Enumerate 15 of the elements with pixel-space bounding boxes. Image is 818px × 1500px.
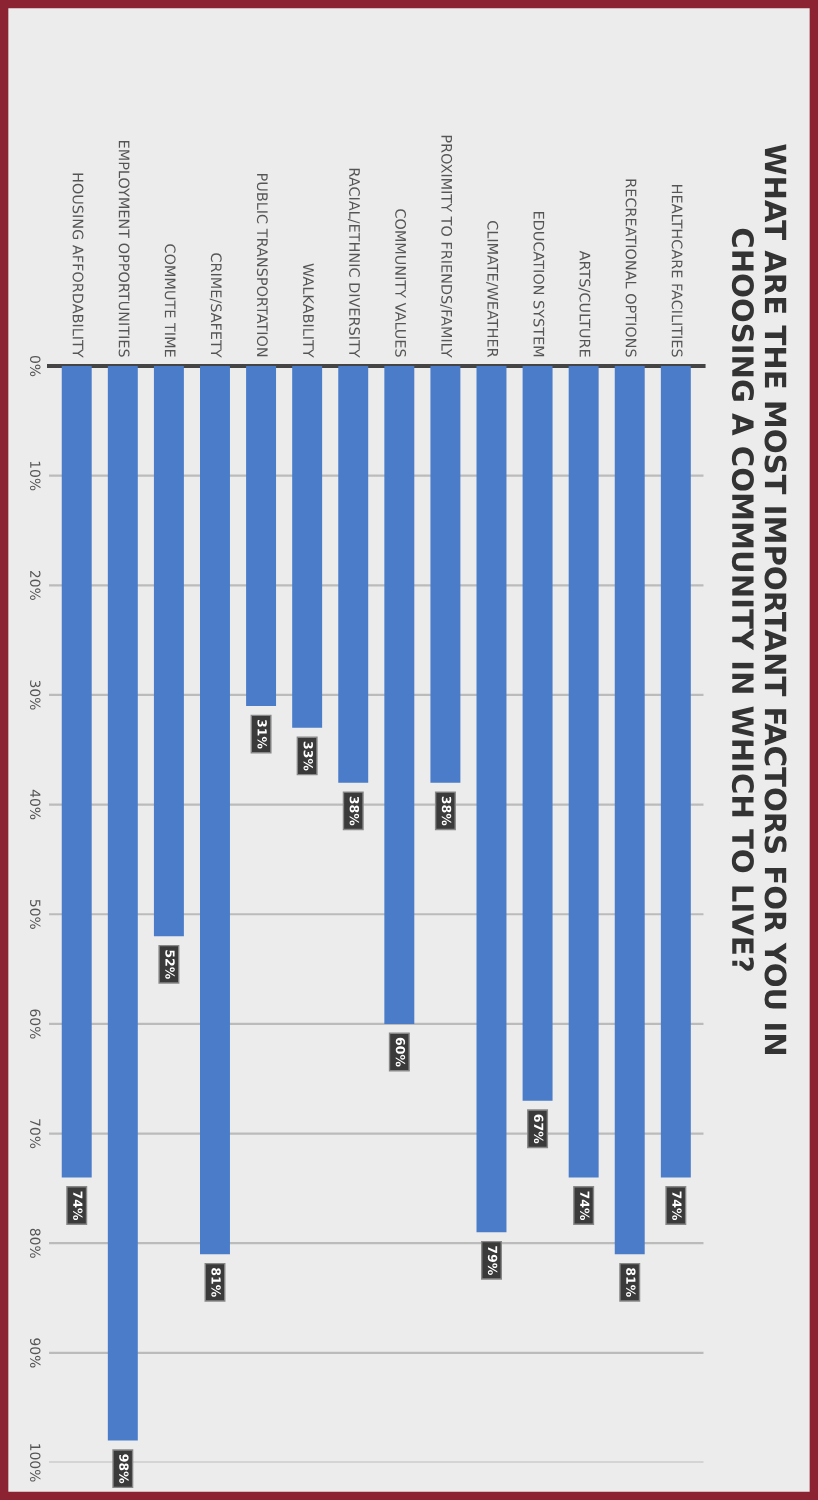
bar [246, 366, 277, 706]
bar [200, 366, 230, 1255]
bar [430, 366, 461, 783]
bar [568, 366, 599, 1178]
bar [292, 366, 323, 728]
bar [522, 366, 553, 1101]
bar [614, 366, 645, 1255]
text: WHAT ARE THE MOST IMPORTANT FACTORS FOR YOU IN CHOOSING A COMMUNITY IN WHICH TO LIVE? [731, 144, 787, 1054]
bar [61, 366, 92, 1178]
bar [660, 366, 691, 1178]
bar [107, 366, 138, 1441]
bar [476, 366, 507, 1233]
bar [384, 366, 415, 1024]
bar [153, 366, 184, 937]
bar [338, 366, 369, 783]
